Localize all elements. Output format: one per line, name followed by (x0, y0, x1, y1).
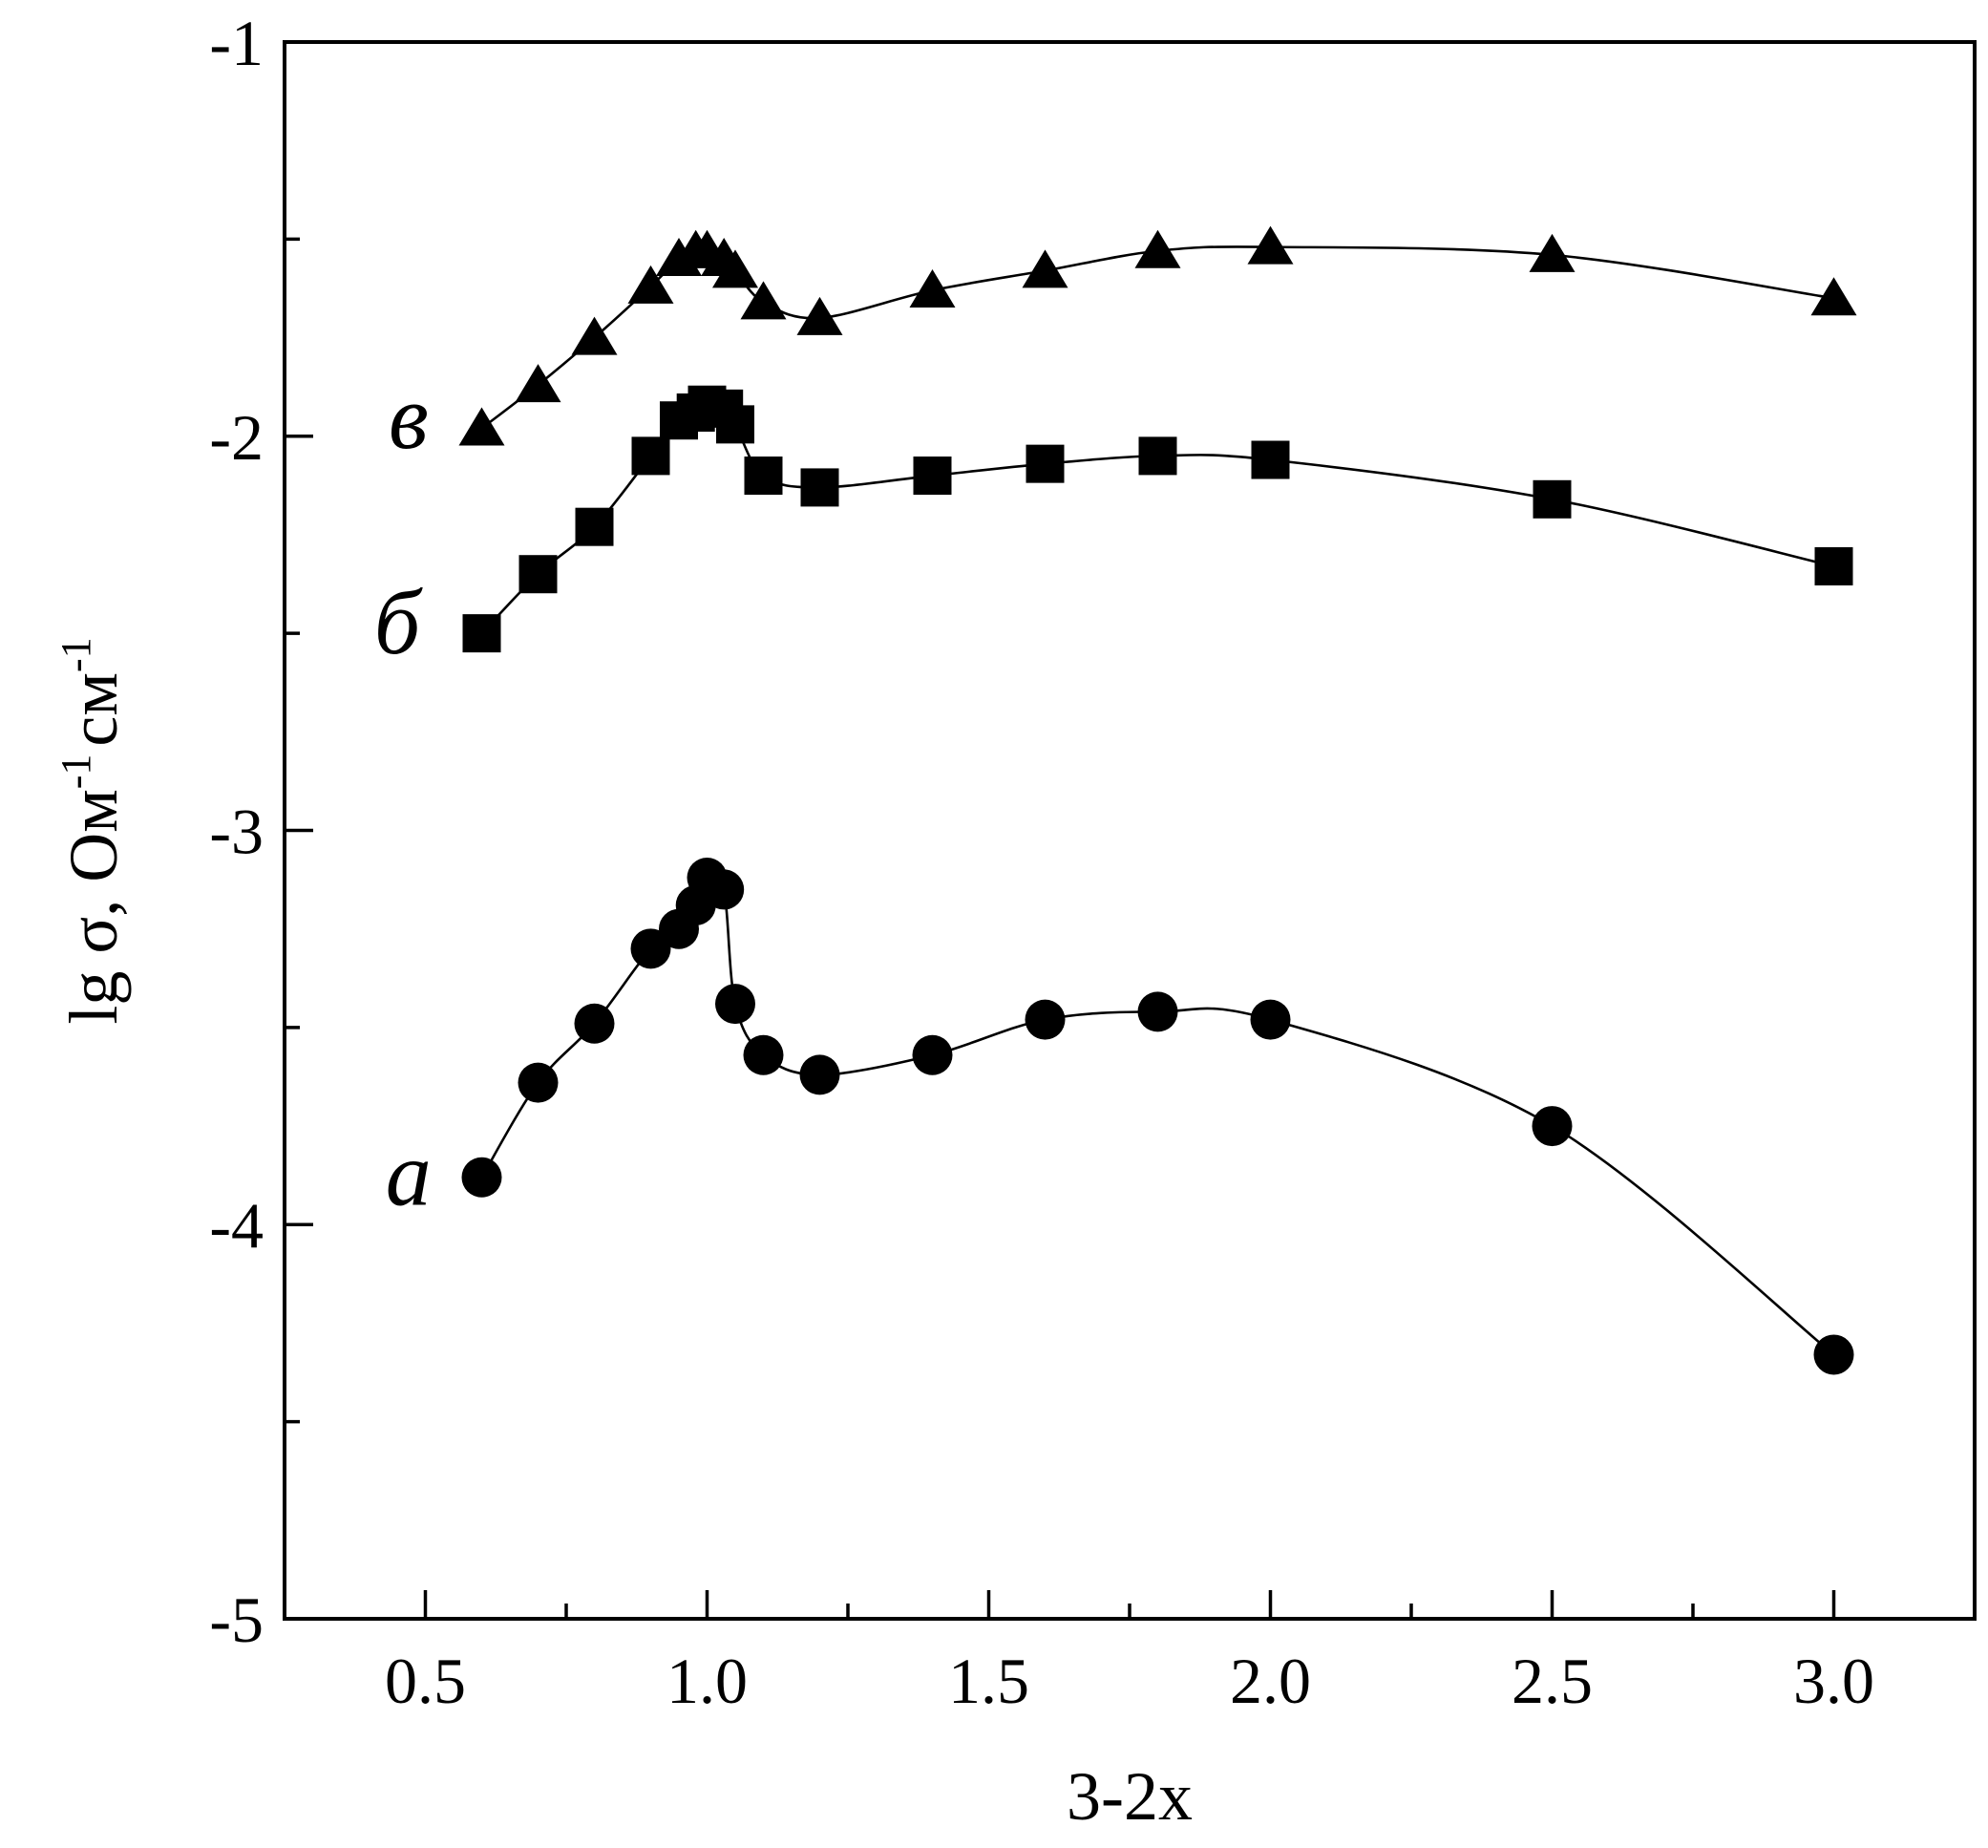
data-point-circle (912, 1034, 953, 1075)
data-point-triangle (712, 249, 758, 288)
data-point-triangle (1810, 277, 1857, 316)
data-point-triangle (909, 269, 956, 308)
y-tick-label: -5 (209, 1583, 264, 1656)
series-label-2: в (389, 366, 429, 468)
data-point-circle (1532, 1106, 1573, 1147)
series-labels: а б в (374, 366, 432, 1224)
data-point-triangle (515, 364, 561, 403)
data-point-triangle (740, 281, 787, 320)
y-axis-title: lg σ, Ом-1см-1 (53, 637, 132, 1024)
data-point-square (462, 614, 501, 653)
x-tick-label: 0.5 (385, 1645, 466, 1717)
data-point-circle (461, 1157, 502, 1198)
data-point-square (1138, 436, 1177, 476)
x-tick-labels: 0.5 1.0 1.5 2.0 2.5 3.0 (385, 1645, 1874, 1717)
data-point-circle (630, 928, 671, 969)
series-markers (458, 225, 1857, 1375)
data-point-circle (799, 1054, 840, 1095)
x-axis-title: 3-2x (1067, 1758, 1193, 1835)
data-point-triangle (571, 316, 618, 355)
y-tick-label: -3 (209, 796, 264, 868)
data-point-circle (704, 869, 745, 910)
data-point-square (716, 405, 754, 444)
y-tick-labels: -1 -2 -3 -4 -5 (209, 7, 264, 1656)
x-tick-label: 1.5 (948, 1645, 1029, 1717)
data-point-circle (518, 1062, 559, 1103)
data-point-triangle (627, 265, 674, 304)
y-tick-label: -4 (209, 1189, 264, 1262)
data-point-triangle (1247, 225, 1294, 265)
series-label-0: а (386, 1123, 432, 1225)
data-point-square (744, 457, 783, 496)
series-label-1: б (374, 571, 423, 673)
data-point-square (1251, 440, 1290, 479)
x-tick-label: 2.5 (1512, 1645, 1593, 1717)
data-point-circle (574, 1003, 615, 1044)
data-point-circle (715, 984, 755, 1025)
x-tick-label: 2.0 (1230, 1645, 1311, 1717)
data-point-triangle (458, 407, 505, 446)
data-point-square (1026, 444, 1065, 483)
data-point-circle (1137, 991, 1178, 1032)
data-point-square (575, 507, 614, 546)
data-point-circle (1250, 999, 1291, 1040)
data-point-circle (743, 1034, 784, 1075)
data-point-circle (1025, 999, 1066, 1040)
data-point-circle (1813, 1334, 1854, 1375)
y-tick-label: -1 (209, 7, 264, 79)
x-tick-label: 1.0 (666, 1645, 748, 1717)
data-point-square (800, 468, 839, 507)
data-point-triangle (796, 296, 843, 335)
data-point-square (913, 457, 952, 496)
data-point-square (631, 436, 670, 476)
axis-ticks (285, 40, 1836, 1621)
y-tick-label: -2 (209, 401, 264, 474)
data-point-triangle (1022, 249, 1068, 288)
x-tick-label: 3.0 (1793, 1645, 1874, 1717)
data-point-square (1814, 546, 1853, 585)
data-point-triangle (1134, 229, 1181, 268)
data-point-triangle (1529, 233, 1576, 272)
data-point-square (1533, 479, 1572, 519)
data-point-square (518, 555, 558, 594)
